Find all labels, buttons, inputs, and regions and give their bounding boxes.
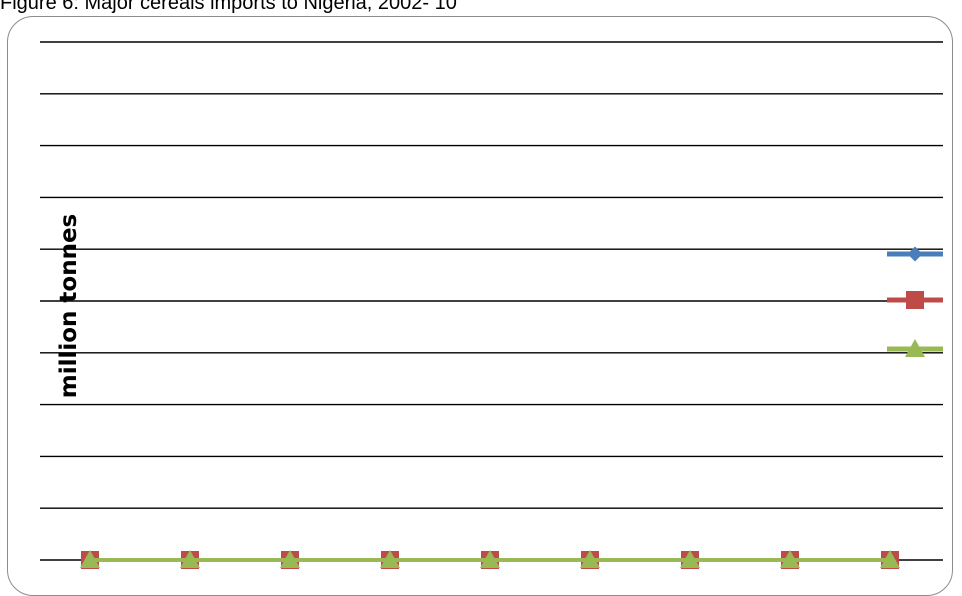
- line-chart: million tonnes: [40, 41, 943, 569]
- y-axis-label: million tonnes: [56, 214, 82, 399]
- gridlines: [40, 41, 943, 561]
- legend-entry-2: [887, 291, 943, 309]
- data-point-triangle: [180, 550, 200, 568]
- data-point-triangle: [380, 550, 400, 568]
- data-series-3: [80, 550, 900, 568]
- data-point-diamond: [907, 246, 923, 262]
- data-point-triangle: [580, 550, 600, 568]
- data-point-triangle: [80, 550, 100, 568]
- series-group: [80, 550, 900, 569]
- data-point-triangle: [880, 550, 900, 568]
- data-point-triangle: [905, 339, 925, 357]
- data-point-square: [906, 291, 924, 309]
- data-point-triangle: [680, 550, 700, 568]
- data-point-triangle: [480, 550, 500, 568]
- legend-entry-3: [887, 339, 943, 357]
- legend: [887, 246, 943, 357]
- figure-caption: Figure 6: Major cereals imports to Niger…: [0, 0, 457, 14]
- data-point-triangle: [280, 550, 300, 568]
- data-point-triangle: [780, 550, 800, 568]
- legend-entry-1: [887, 246, 943, 262]
